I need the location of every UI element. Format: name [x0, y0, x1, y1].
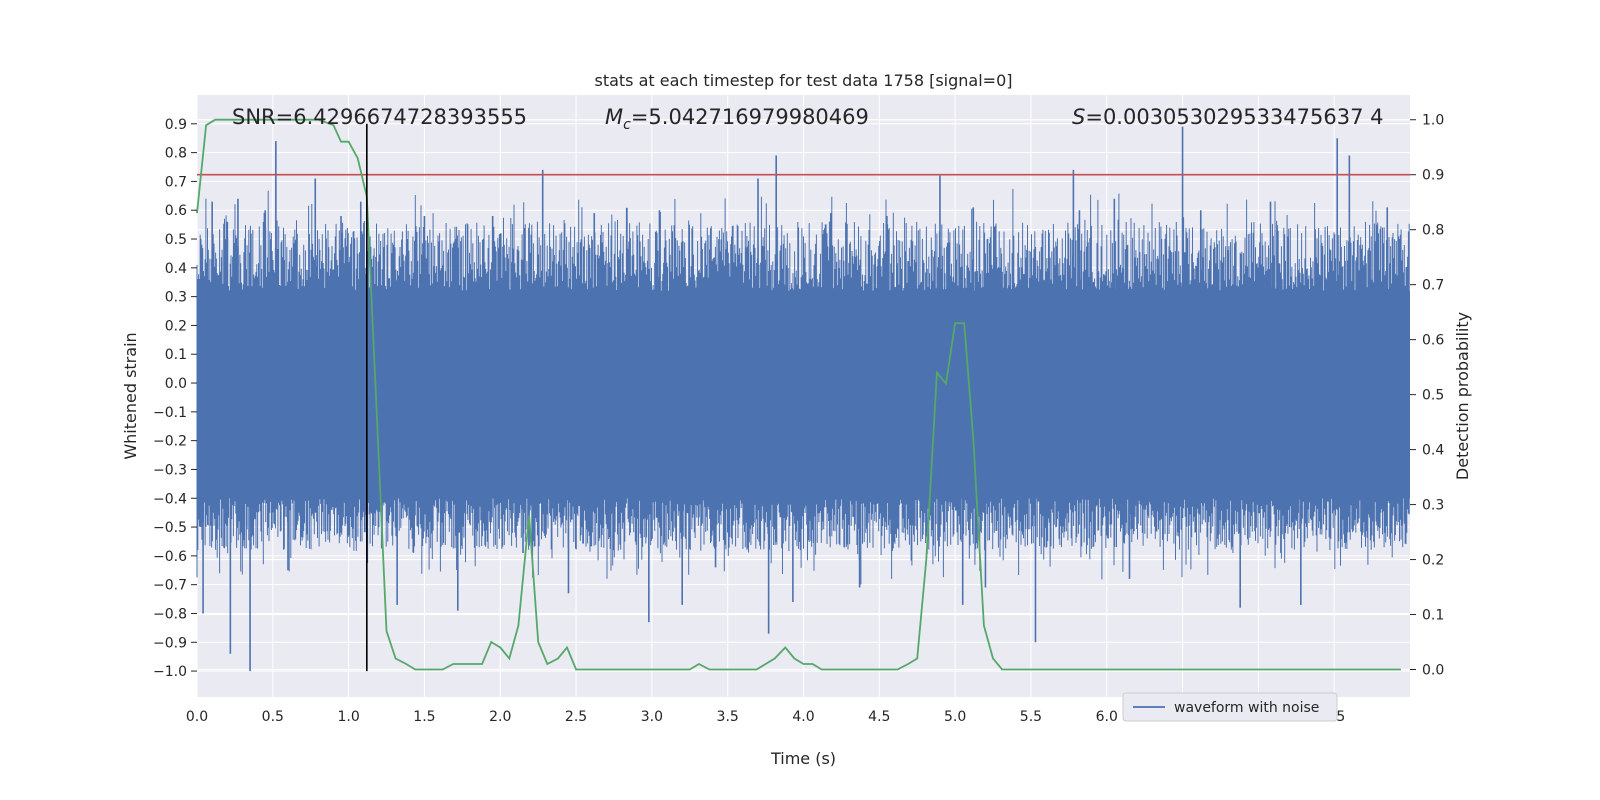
y-axis-label: Whitened strain: [121, 332, 140, 459]
y2-tick-label: 0.3: [1422, 498, 1444, 514]
y-tick-label: 0.8: [165, 146, 187, 162]
y2-axis-label: Detection probability: [1453, 312, 1472, 480]
y2-tick-label: 1.0: [1422, 113, 1444, 129]
y-tick-label: −0.6: [153, 549, 187, 565]
annotation-s-symbol: S: [1072, 105, 1085, 129]
annotation-chirp-mass: Mc=5.042716979980469: [605, 105, 869, 133]
x-tick-label: 6.0: [1096, 709, 1118, 725]
y-tick-label: 0.9: [165, 117, 187, 133]
annotation-chirp-mass-symbol: M: [605, 105, 623, 129]
y2-tick-label: 0.6: [1422, 333, 1444, 349]
y-tick-label: −1.0: [153, 664, 187, 680]
y2-tick-label: 0.8: [1422, 223, 1444, 239]
y-tick-label: −0.2: [153, 434, 187, 450]
series-detection-probability: [196, 118, 1401, 671]
y-tick-label: 0.2: [165, 318, 187, 334]
x-tick-label: 3.5: [717, 709, 739, 725]
y2-tick-label: 0.4: [1422, 443, 1444, 459]
y-tick-label: 0.5: [165, 232, 187, 248]
y-tick-label: −0.1: [153, 405, 187, 421]
probability-line: [196, 118, 1401, 671]
y2-tick-label: 0.0: [1422, 663, 1444, 679]
x-tick-label: 0.0: [186, 709, 208, 725]
y2-tick-label: 0.9: [1422, 168, 1444, 184]
y-axis-ticks: 0.9 0.8 0.7 0.6 0.5 0.4 0.3 0.2 0.1 0.0 −0.1 −0.2 −0…: [153, 117, 197, 680]
x-tick-label: 3.0: [641, 709, 663, 725]
x-tick-label: 5.0: [944, 709, 966, 725]
annotation-chirp-mass-subscript: c: [623, 117, 631, 133]
series-waveform-with-noise: [196, 126, 1410, 672]
x-tick-label: 1.5: [413, 709, 435, 725]
y2-tick-label: 0.5: [1422, 388, 1444, 404]
chart-title: stats at each timestep for test data 175…: [594, 71, 1012, 90]
y-tick-label: 0.1: [165, 347, 187, 363]
y-tick-label: −0.3: [153, 462, 187, 478]
y2-tick-label: 0.7: [1422, 278, 1444, 294]
y-tick-label: −0.7: [153, 578, 187, 594]
y2-axis-ticks: 1.0 0.9 0.8 0.7 0.6 0.5 0.4 0.3 0.2 0.1 0.0: [1410, 113, 1444, 679]
annotation-chirp-mass-value: =5.042716979980469: [631, 105, 869, 129]
y-tick-label: 0.0: [165, 376, 187, 392]
x-tick-label: 4.5: [868, 709, 890, 725]
y2-tick-label: 0.1: [1422, 608, 1444, 624]
y-tick-label: −0.4: [153, 491, 187, 507]
y-tick-label: 0.4: [165, 261, 187, 277]
waveform-core: [197, 290, 1410, 499]
x-axis-label: Time (s): [770, 749, 836, 768]
y-tick-label: −0.9: [153, 635, 187, 651]
y-tick-label: −0.5: [153, 520, 187, 536]
y2-tick-label: 0.2: [1422, 553, 1444, 569]
annotation-s-value: =0.003053029533475637 4: [1085, 105, 1383, 129]
legend-label-waveform: waveform with noise: [1174, 700, 1319, 716]
annotation-snr: SNR=6.4296674728393555: [232, 105, 527, 129]
x-tick-label: 0.5: [262, 709, 284, 725]
x-tick-label: 2.0: [489, 709, 511, 725]
x-tick-label: 4.0: [792, 709, 814, 725]
y-tick-label: 0.3: [165, 290, 187, 306]
y-tick-label: 0.6: [165, 203, 187, 219]
x-tick-label: 2.5: [565, 709, 587, 725]
y-tick-label: −0.8: [153, 606, 187, 622]
legend-box: [1122, 692, 1338, 722]
annotation-s: S=0.003053029533475637 4: [1072, 105, 1384, 129]
y-tick-label: 0.7: [165, 174, 187, 190]
x-tick-label: 5.5: [1020, 709, 1042, 725]
x-tick-label: 1.0: [337, 709, 359, 725]
legend: waveform with noise: [1122, 692, 1338, 722]
